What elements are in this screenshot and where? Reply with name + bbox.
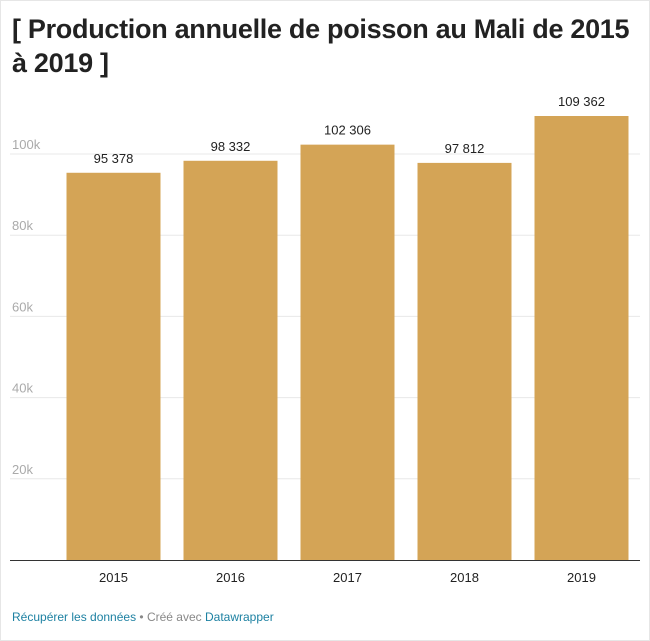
value-label: 102 306 xyxy=(324,123,371,138)
bar-2017 xyxy=(300,144,395,560)
value-label: 95 378 xyxy=(94,151,134,166)
bar-2019 xyxy=(534,116,629,560)
x-tick-label: 2018 xyxy=(450,570,479,585)
footer-separator: • xyxy=(136,610,147,624)
bars xyxy=(66,116,629,560)
chart-footer: Récupérer les données • Créé avec Datawr… xyxy=(12,610,274,624)
value-label: 97 812 xyxy=(445,141,485,156)
y-tick-label: 40k xyxy=(12,381,33,396)
x-tick-label: 2015 xyxy=(99,570,128,585)
y-tick-label: 20k xyxy=(12,462,33,477)
x-tick-label: 2019 xyxy=(567,570,596,585)
datawrapper-link[interactable]: Datawrapper xyxy=(204,610,274,624)
axes: 2015 2016 2017 2018 2019 xyxy=(10,560,640,585)
bar-2018 xyxy=(417,162,512,560)
value-label: 98 332 xyxy=(211,139,251,154)
x-tick-label: 2017 xyxy=(333,570,362,585)
y-tick-label: 60k xyxy=(12,299,33,314)
value-label: 109 362 xyxy=(558,94,605,109)
get-data-link[interactable]: Récupérer les données xyxy=(12,610,137,624)
chart-title: [ Production annuelle de poisson au Mali… xyxy=(12,14,630,78)
y-tick-label: 80k xyxy=(12,218,33,233)
bar-2016 xyxy=(183,160,278,560)
y-tick-label: 100k xyxy=(12,137,41,152)
created-with-text: Créé avec xyxy=(146,610,205,624)
bar-2015 xyxy=(66,172,161,560)
value-labels: 95 378 98 332 102 306 97 812 109 362 xyxy=(94,94,605,166)
x-tick-label: 2016 xyxy=(216,570,245,585)
